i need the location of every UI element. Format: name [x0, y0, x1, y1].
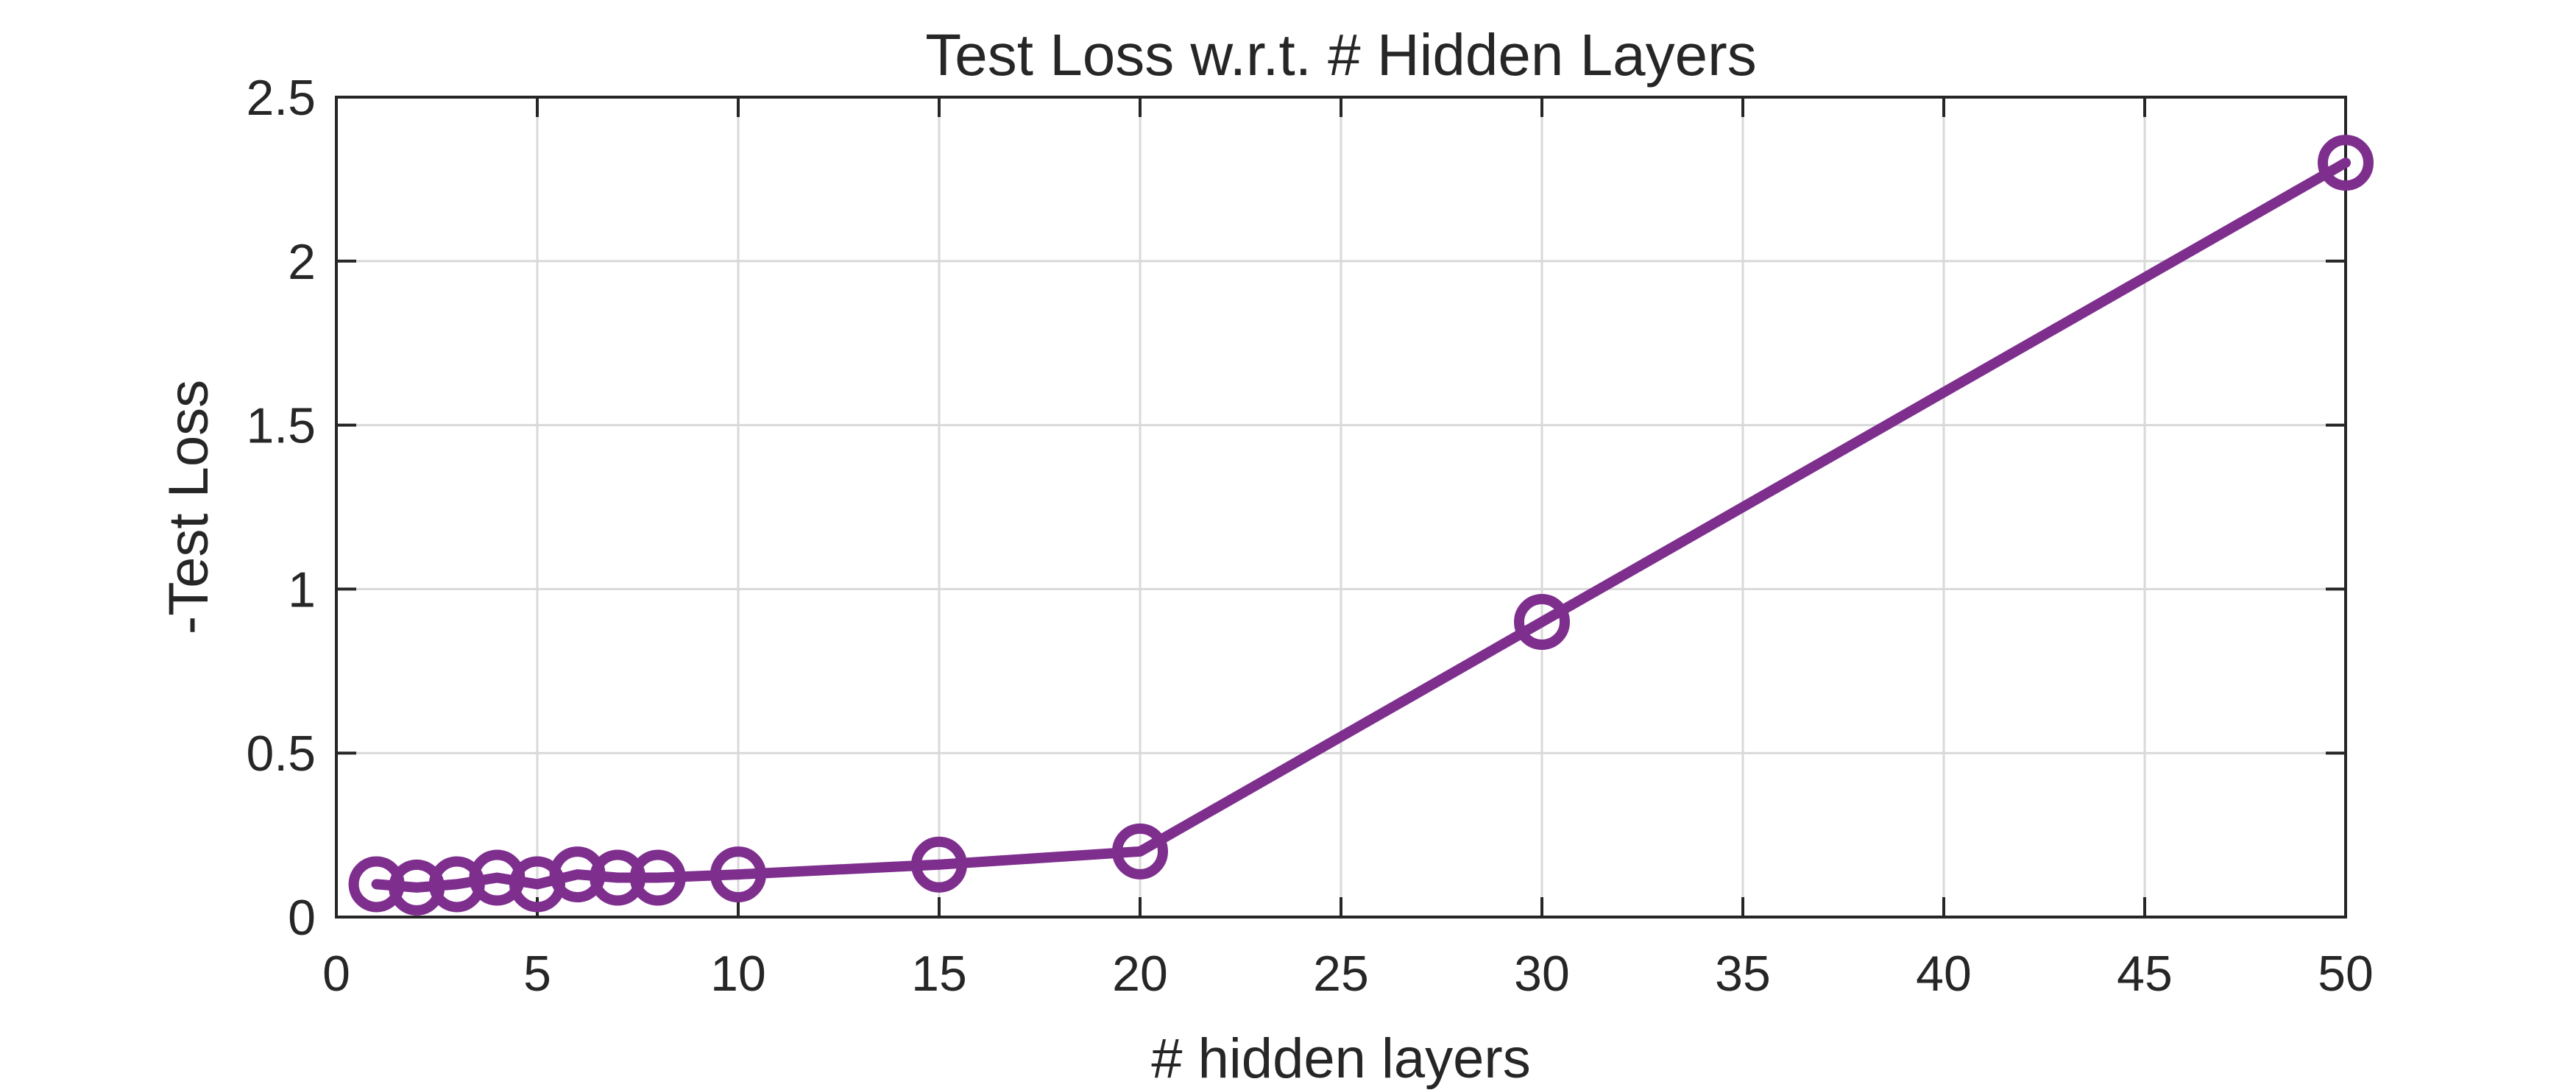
data-point-marker: [911, 836, 967, 893]
data-point-marker: [1112, 823, 1168, 880]
data-point-marker: [2318, 135, 2374, 191]
y-tick-label: 2: [288, 234, 316, 290]
y-tick-label: 2.5: [246, 70, 316, 126]
x-tick-label: 15: [911, 946, 967, 1002]
axis-ticks: [335, 96, 2347, 919]
y-tick-label: 0.5: [246, 726, 316, 782]
x-tick-label: 25: [1313, 946, 1369, 1002]
grid-lines: [336, 97, 2346, 917]
y-axis-title: -Test Loss: [158, 380, 220, 634]
data-point-marker: [348, 856, 405, 913]
x-tick-labels: 0 5 10 15 20 25 30 35 40 45 50: [322, 946, 2374, 1002]
data-point-marker: [389, 859, 445, 916]
x-tick-label: 30: [1514, 946, 1570, 1002]
data-point-marker: [549, 846, 606, 903]
x-axis-title: # hidden layers: [1151, 1027, 1530, 1090]
data-point-marker: [710, 846, 766, 903]
x-tick-label: 45: [2117, 946, 2173, 1002]
series-layer: [348, 135, 2374, 916]
y-tick-label: 0: [288, 890, 316, 946]
data-point-marker: [629, 849, 686, 906]
x-tick-label: 35: [1715, 946, 1771, 1002]
chart-title: Test Loss w.r.t. # Hidden Layers: [925, 22, 1756, 88]
series-line: [371, 158, 2351, 893]
x-tick-label: 10: [710, 946, 766, 1002]
data-point-marker: [590, 849, 646, 906]
y-tick-labels: 0 0.5 1 1.5 2 2.5: [246, 70, 316, 946]
x-tick-label: 5: [523, 946, 551, 1002]
data-point-marker: [1514, 593, 1570, 650]
x-tick-label: 40: [1916, 946, 1972, 1002]
y-tick-label: 1: [288, 562, 316, 617]
x-tick-label: 20: [1112, 946, 1168, 1002]
x-tick-label: 0: [322, 946, 350, 1002]
y-tick-label: 1.5: [246, 398, 316, 454]
x-tick-label: 50: [2318, 946, 2374, 1002]
